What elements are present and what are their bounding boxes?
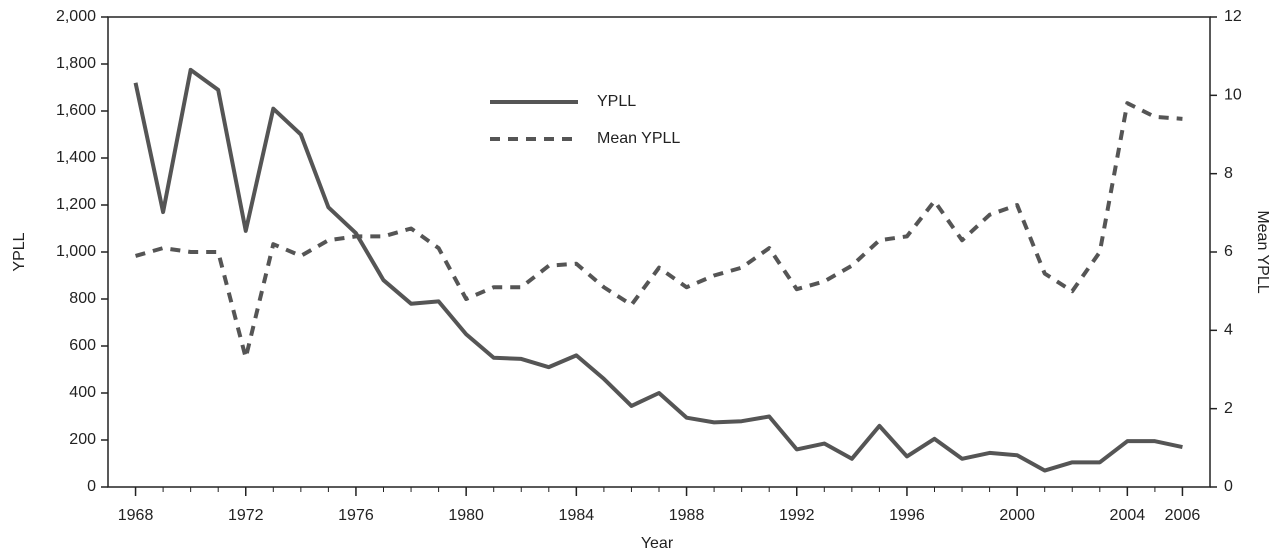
plot-frame bbox=[107, 16, 1211, 488]
y-tick-label: 200 bbox=[69, 431, 96, 448]
y2-tick-label: 10 bbox=[1224, 87, 1242, 104]
series-line bbox=[135, 101, 1183, 360]
y2-tick-label: 0 bbox=[1224, 478, 1233, 495]
x-tick-label: 2000 bbox=[999, 507, 1035, 524]
y-tick-label: 1,000 bbox=[56, 243, 96, 260]
y-tick-label: 1,800 bbox=[56, 55, 96, 72]
x-tick-label: 1980 bbox=[448, 507, 484, 524]
y2-tick-label: 8 bbox=[1224, 165, 1233, 182]
y-tick-label: 600 bbox=[69, 337, 96, 354]
x-tick-label: 1976 bbox=[338, 507, 374, 524]
y2-tick-label: 12 bbox=[1224, 8, 1242, 25]
y-tick-label: 1,400 bbox=[56, 149, 96, 166]
y-tick-label: 2,000 bbox=[56, 8, 96, 25]
y2-tick-label: 4 bbox=[1224, 322, 1233, 339]
legend-label: Mean YPLL bbox=[597, 130, 680, 147]
y-axis-label: YPLL bbox=[11, 232, 28, 271]
x-tick-label: 2006 bbox=[1165, 507, 1201, 524]
y2-tick-label: 6 bbox=[1224, 243, 1233, 260]
y-tick-label: 0 bbox=[87, 478, 96, 495]
y2-axis-label: Mean YPLL bbox=[1254, 210, 1271, 293]
y-tick-label: 1,600 bbox=[56, 102, 96, 119]
x-tick-label: 1988 bbox=[669, 507, 705, 524]
legend-label: YPLL bbox=[597, 93, 636, 110]
x-tick-label: 1992 bbox=[779, 507, 815, 524]
x-tick-label: 1968 bbox=[118, 507, 154, 524]
x-axis-label: Year bbox=[641, 535, 674, 552]
y-tick-label: 800 bbox=[69, 290, 96, 307]
y-tick-label: 400 bbox=[69, 384, 96, 401]
series-line bbox=[133, 67, 1183, 473]
x-tick-label: 1984 bbox=[559, 507, 595, 524]
x-tick-label: 1972 bbox=[228, 507, 264, 524]
y-tick-label: 1,200 bbox=[56, 196, 96, 213]
x-tick-label: 2004 bbox=[1110, 507, 1146, 524]
x-tick-label: 1996 bbox=[889, 507, 925, 524]
y2-tick-label: 2 bbox=[1224, 400, 1233, 417]
